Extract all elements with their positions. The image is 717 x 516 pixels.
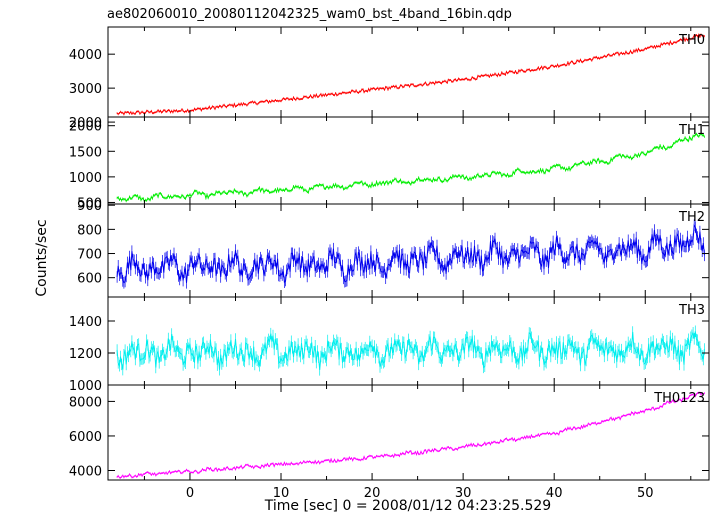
panel-frame-th0123 — [107, 384, 710, 481]
series-errorbars-th0123 — [116, 391, 705, 479]
y-tick-label: 8000 — [69, 395, 102, 410]
y-tick-label: 1000 — [69, 379, 102, 394]
y-tick-label: 3000 — [69, 82, 102, 97]
y-tick-label: 1200 — [69, 347, 102, 362]
panel-label-th0123: TH0123 — [653, 391, 705, 406]
series-line-th3 — [116, 331, 705, 370]
series-errorbars-th0 — [116, 33, 705, 116]
panel-label-th2: TH2 — [678, 210, 705, 225]
series-errorbars-th1 — [116, 132, 705, 203]
y-tick-label: 600 — [77, 272, 102, 287]
y-tick-label: 800 — [77, 223, 102, 238]
series-line-th0123 — [116, 391, 705, 479]
x-tick-label: 20 — [364, 486, 381, 501]
y-tick-label: 1000 — [69, 171, 102, 186]
chart-title: ae802060010_20080112042325_wam0_bst_4ban… — [107, 7, 512, 22]
x-tick-label: 50 — [637, 486, 654, 501]
series-errorbars-th2 — [116, 219, 705, 289]
series-line-th2 — [116, 223, 705, 284]
y-axis-label: Counts/sec — [34, 219, 50, 296]
x-tick-label: 30 — [455, 486, 472, 501]
y-tick-label: 1500 — [69, 145, 102, 160]
series-line-th0 — [116, 33, 705, 116]
x-axis-label: Time [sec] 0 = 2008/01/12 04:23:25.529 — [264, 498, 551, 514]
panel-frame-th1 — [107, 116, 710, 205]
panel-label-th0: TH0 — [678, 33, 705, 48]
x-tick-label: 40 — [546, 486, 563, 501]
x-tick-label: 10 — [273, 486, 290, 501]
y-tick-label: 900 — [77, 199, 102, 214]
y-tick-label: 2000 — [69, 116, 102, 131]
y-tick-label: 6000 — [69, 430, 102, 445]
y-tick-label: 500 — [77, 196, 102, 211]
x-tick-label: 0 — [186, 486, 194, 501]
y-tick-label: 2000 — [69, 120, 102, 135]
panel-label-th1: TH1 — [678, 123, 705, 138]
y-tick-label: 4000 — [69, 48, 102, 63]
y-tick-label: 700 — [77, 248, 102, 263]
panel-label-th3: TH3 — [678, 303, 705, 318]
y-tick-label: 1400 — [69, 315, 102, 330]
y-tick-label: 4000 — [69, 465, 102, 480]
panel-frame-th2 — [107, 203, 710, 298]
series-line-th1 — [116, 132, 705, 203]
panel-frame-th0 — [107, 26, 710, 118]
